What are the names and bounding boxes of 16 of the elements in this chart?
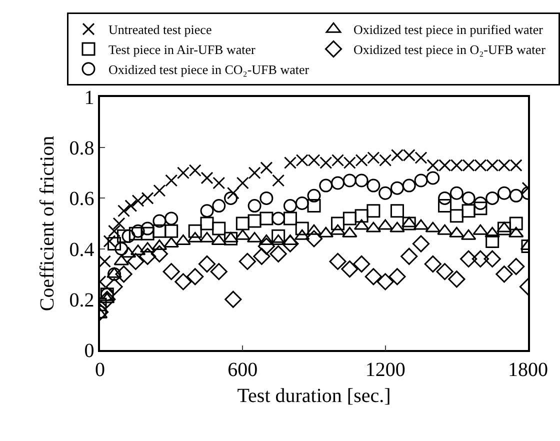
legend-label: Test piece in Air-UFB water [108, 42, 256, 58]
y-tick-label: 0.6 [69, 188, 94, 210]
y-axis-title: Coefficient of friction [36, 136, 58, 312]
x-axis-title: Test duration [sec.] [237, 384, 391, 407]
y-tick-label: 0.4 [69, 238, 94, 261]
legend-label: Untreated test piece [108, 22, 212, 38]
x-tick-label: 1800 [508, 358, 548, 381]
legend-label: Oxidized test piece in O₂-UFB water [354, 42, 546, 58]
x-tick-label: 600 [228, 358, 258, 381]
x-tick-label: 1200 [365, 358, 406, 381]
legend-label: Oxidized test piece in CO₂-UFB water [108, 62, 310, 77]
y-tick-label: 0.8 [69, 138, 94, 160]
y-tick-label: 0.2 [69, 289, 94, 312]
y-tick-label: 0 [84, 340, 94, 362]
y-tick-label: 1 [84, 87, 94, 109]
legend-label: Oxidized test piece in purified water [354, 22, 544, 38]
